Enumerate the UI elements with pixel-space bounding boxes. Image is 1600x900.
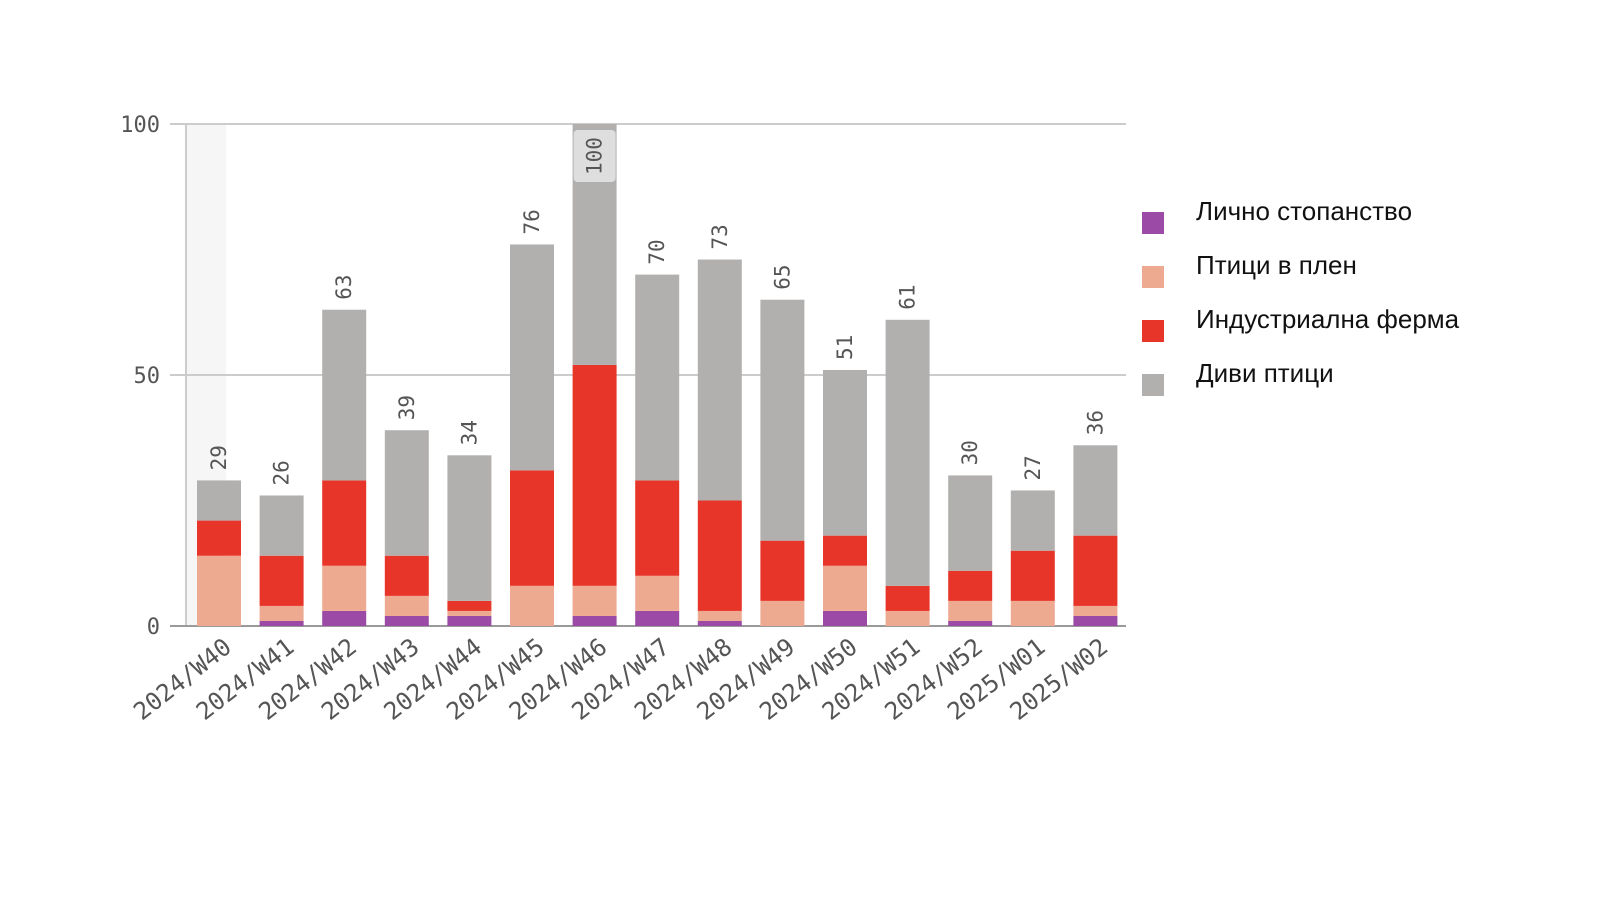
legend-swatch bbox=[1142, 266, 1164, 288]
bar-segment[interactable] bbox=[697, 500, 742, 611]
bar-segment[interactable] bbox=[572, 615, 617, 626]
bar-segment[interactable] bbox=[948, 600, 993, 621]
bar-segment[interactable] bbox=[1073, 605, 1118, 616]
bar-segment[interactable] bbox=[885, 610, 930, 626]
total-label: 63 bbox=[332, 274, 356, 299]
bar-segment[interactable] bbox=[1010, 600, 1055, 626]
total-label-box bbox=[573, 130, 616, 182]
legend-swatch bbox=[1142, 320, 1164, 342]
total-label: 100 bbox=[583, 137, 607, 175]
total-label: 51 bbox=[833, 335, 857, 360]
bar-segment[interactable] bbox=[885, 585, 930, 611]
bar-segment[interactable] bbox=[885, 319, 930, 586]
total-labels: 29 26 63 39 34 76 100 70 73 65 51 61 30 27 36 bbox=[207, 130, 1107, 485]
y-tick-labels: 0 50 100 bbox=[120, 113, 160, 640]
bar-segment[interactable] bbox=[823, 369, 867, 536]
bar-segment[interactable] bbox=[259, 495, 304, 556]
bar-segment[interactable] bbox=[447, 600, 492, 611]
bar-segment[interactable] bbox=[322, 309, 367, 481]
total-label: 26 bbox=[270, 460, 294, 485]
bar-segment[interactable] bbox=[1073, 615, 1118, 626]
total-label: 61 bbox=[896, 284, 920, 309]
y-tick-label: 50 bbox=[134, 364, 161, 389]
bar-segment[interactable] bbox=[697, 610, 742, 621]
bar-segment[interactable] bbox=[384, 555, 429, 596]
y-tick-label: 100 bbox=[120, 113, 160, 138]
total-label: 34 bbox=[457, 420, 481, 445]
bar-segment[interactable] bbox=[697, 259, 742, 501]
bar-segment[interactable] bbox=[572, 364, 617, 586]
bar-segment[interactable] bbox=[697, 620, 742, 626]
total-label: 70 bbox=[645, 239, 669, 264]
bar-segment[interactable] bbox=[760, 540, 805, 601]
x-tick-labels: 2024/W402024/W412024/W422024/W432024/W44… bbox=[128, 633, 1113, 726]
bar-segment[interactable] bbox=[1010, 490, 1055, 551]
bar-segment[interactable] bbox=[823, 535, 867, 566]
y-tick-label: 0 bbox=[147, 615, 160, 640]
bar-segment[interactable] bbox=[823, 610, 867, 626]
bar-segment[interactable] bbox=[1010, 550, 1055, 601]
legend-label: Диви птици bbox=[1196, 358, 1334, 388]
bar-segment[interactable] bbox=[572, 585, 617, 616]
legend-swatch bbox=[1142, 212, 1164, 234]
bar-segment[interactable] bbox=[447, 455, 492, 601]
bar-segment[interactable] bbox=[197, 480, 241, 521]
bar-segment[interactable] bbox=[635, 274, 680, 481]
legend-label: Лично стопанство bbox=[1196, 196, 1413, 226]
bar-segment[interactable] bbox=[259, 555, 304, 606]
bar-segment[interactable] bbox=[197, 555, 241, 626]
bar-segment[interactable] bbox=[510, 470, 554, 586]
bar-segment[interactable] bbox=[635, 480, 680, 576]
bar-segment[interactable] bbox=[510, 244, 554, 471]
bar-segment[interactable] bbox=[948, 570, 993, 601]
legend-swatch bbox=[1142, 374, 1164, 396]
bar-segment[interactable] bbox=[823, 565, 867, 611]
total-label: 73 bbox=[708, 224, 732, 249]
bar-segment[interactable] bbox=[322, 565, 367, 611]
bar-segment[interactable] bbox=[948, 475, 993, 571]
bar-segment[interactable] bbox=[510, 585, 554, 626]
bar-segment[interactable] bbox=[322, 480, 367, 566]
bar-segment[interactable] bbox=[259, 605, 304, 621]
bar-segment[interactable] bbox=[760, 600, 805, 626]
bar-segment[interactable] bbox=[384, 595, 429, 616]
bar-segment[interactable] bbox=[322, 610, 367, 626]
bar-segment[interactable] bbox=[635, 610, 680, 626]
bar-segment[interactable] bbox=[1073, 445, 1118, 536]
bar-segment[interactable] bbox=[760, 299, 805, 541]
total-label: 29 bbox=[207, 445, 231, 470]
bar-segment[interactable] bbox=[384, 430, 429, 556]
bar-segment[interactable] bbox=[447, 615, 492, 626]
total-label: 65 bbox=[770, 264, 794, 289]
bar-segment[interactable] bbox=[197, 520, 241, 556]
bar-segment[interactable] bbox=[948, 620, 993, 626]
bar-segment[interactable] bbox=[384, 615, 429, 626]
total-label: 76 bbox=[520, 209, 544, 234]
bar-segment[interactable] bbox=[1073, 535, 1118, 606]
bar-segment[interactable] bbox=[447, 610, 492, 616]
total-label: 30 bbox=[958, 440, 982, 465]
bar-segment[interactable] bbox=[635, 575, 680, 611]
total-label: 27 bbox=[1021, 455, 1045, 480]
bar-segment[interactable] bbox=[259, 620, 304, 626]
total-label: 36 bbox=[1083, 410, 1107, 435]
total-label: 39 bbox=[395, 395, 419, 420]
legend-label: Птици в плен bbox=[1196, 250, 1357, 280]
legend-label: Индустриална ферма bbox=[1196, 304, 1460, 334]
bars bbox=[197, 124, 1118, 626]
